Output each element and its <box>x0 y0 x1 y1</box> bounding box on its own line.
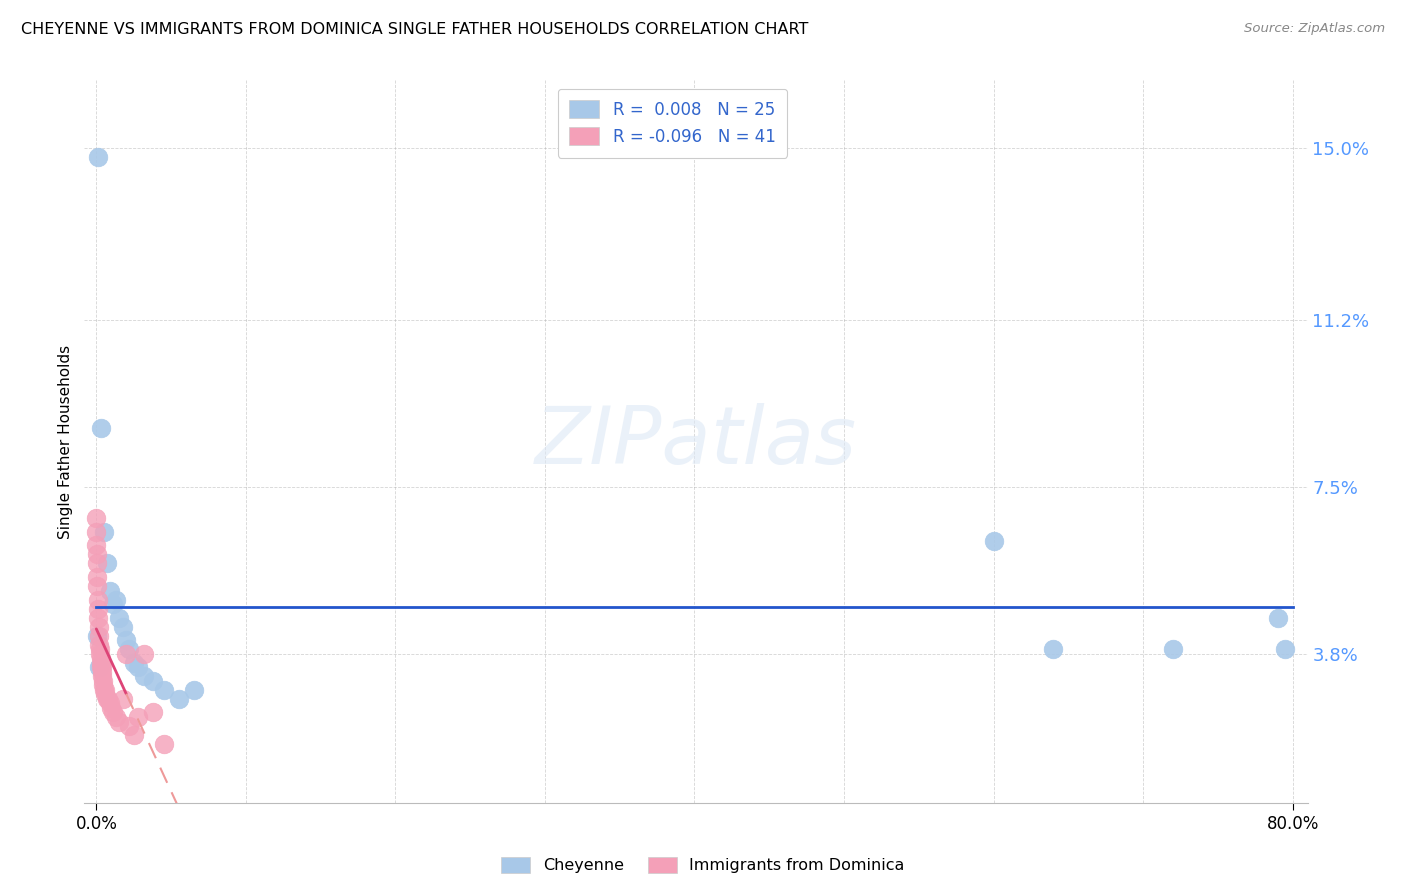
Point <box>1042 642 1064 657</box>
Point <box>87 601 110 615</box>
Point <box>127 710 149 724</box>
Point <box>93 682 115 697</box>
Point <box>86 548 108 562</box>
Point <box>112 692 135 706</box>
Legend: Cheyenne, Immigrants from Dominica: Cheyenne, Immigrants from Dominica <box>495 850 911 880</box>
Point <box>118 642 141 657</box>
Point <box>86 150 108 164</box>
Point <box>134 647 156 661</box>
Point <box>134 669 156 683</box>
Point <box>91 665 114 679</box>
Point <box>86 511 108 525</box>
Text: Source: ZipAtlas.com: Source: ZipAtlas.com <box>1244 22 1385 36</box>
Point <box>152 682 174 697</box>
Point <box>90 421 112 435</box>
Point <box>91 673 114 688</box>
Point <box>118 719 141 733</box>
Text: CHEYENNE VS IMMIGRANTS FROM DOMINICA SINGLE FATHER HOUSEHOLDS CORRELATION CHART: CHEYENNE VS IMMIGRANTS FROM DOMINICA SIN… <box>21 22 808 37</box>
Point <box>96 557 118 571</box>
Point <box>90 656 112 670</box>
Y-axis label: Single Father Households: Single Father Households <box>58 344 73 539</box>
Point <box>1161 642 1184 657</box>
Legend: R =  0.008   N = 25, R = -0.096   N = 41: R = 0.008 N = 25, R = -0.096 N = 41 <box>558 88 787 158</box>
Point <box>115 647 138 661</box>
Point <box>89 638 111 652</box>
Point <box>98 583 121 598</box>
Point <box>183 682 205 697</box>
Point <box>100 701 122 715</box>
Point <box>112 620 135 634</box>
Point <box>152 737 174 751</box>
Point <box>1274 642 1296 657</box>
Point <box>97 692 120 706</box>
Point <box>89 651 111 665</box>
Point <box>1267 610 1289 624</box>
Point <box>90 660 112 674</box>
Point <box>98 697 121 711</box>
Point <box>89 647 111 661</box>
Point <box>86 557 108 571</box>
Point <box>104 592 127 607</box>
Point <box>93 524 115 539</box>
Point <box>86 579 108 593</box>
Point <box>86 570 108 584</box>
Point <box>127 660 149 674</box>
Point <box>94 687 117 701</box>
Point <box>101 597 124 611</box>
Point <box>142 673 165 688</box>
Point <box>101 706 124 720</box>
Point <box>87 620 110 634</box>
Point <box>87 660 110 674</box>
Point <box>86 538 108 552</box>
Point <box>90 660 112 674</box>
Point <box>107 610 129 624</box>
Point <box>167 692 190 706</box>
Point <box>91 669 114 683</box>
Point <box>87 629 110 643</box>
Point <box>89 642 111 657</box>
Point <box>122 728 145 742</box>
Point <box>115 633 138 648</box>
Point <box>86 524 108 539</box>
Point <box>104 710 127 724</box>
Point <box>93 682 115 697</box>
Point <box>91 678 114 692</box>
Point <box>96 692 118 706</box>
Point <box>983 533 1005 548</box>
Point <box>142 706 165 720</box>
Point <box>122 656 145 670</box>
Point <box>107 714 129 729</box>
Point <box>86 592 108 607</box>
Text: ZIPatlas: ZIPatlas <box>534 402 858 481</box>
Point <box>86 629 108 643</box>
Point <box>87 610 110 624</box>
